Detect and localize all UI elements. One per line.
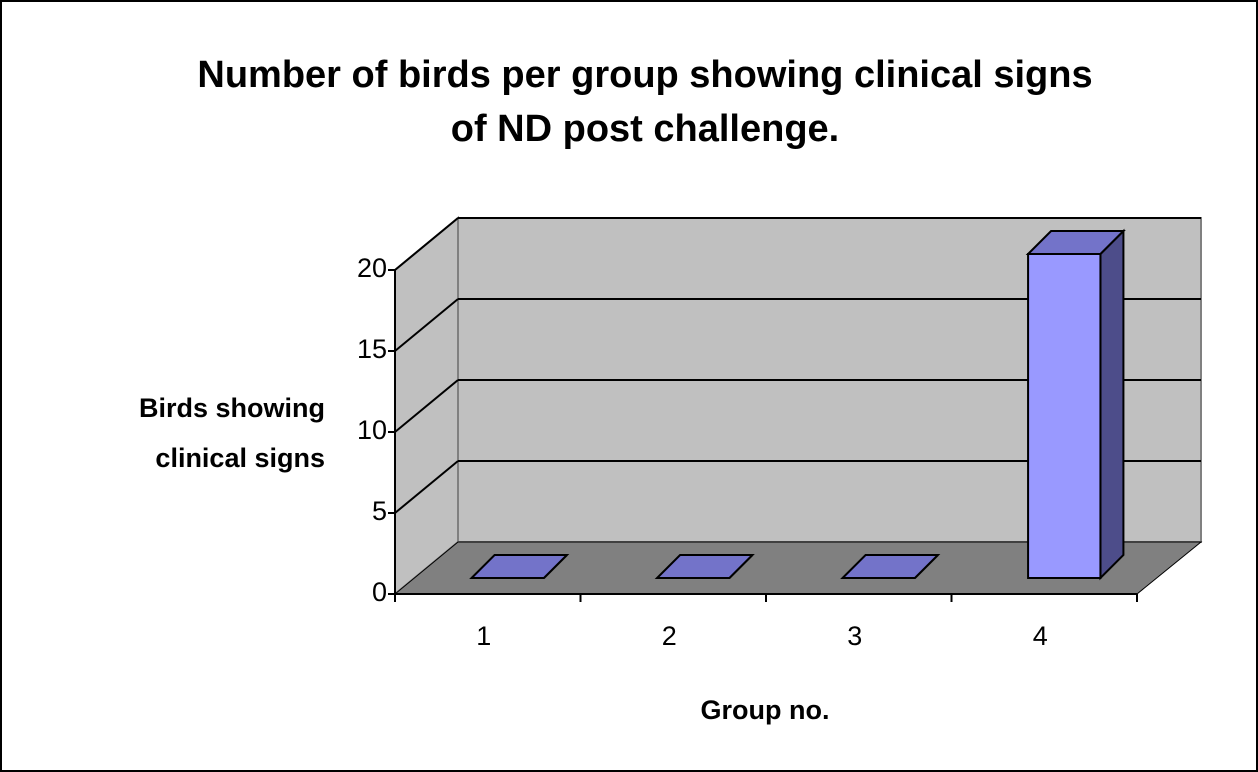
bar: [1025, 228, 1126, 581]
bar: [654, 554, 755, 579]
y-tick-label: 0: [372, 577, 387, 607]
x-axis-label: Group no.: [701, 695, 830, 725]
x-tick-label: 4: [1033, 621, 1048, 651]
grid-line: [394, 298, 459, 352]
y-tick-label: 10: [357, 415, 387, 445]
y-axis-label: clinical signs: [155, 443, 325, 473]
y-axis-label: Birds showing: [139, 393, 325, 423]
bar-front: [1027, 253, 1102, 579]
grid-line: [394, 379, 459, 433]
bar-top: [469, 554, 570, 579]
bar: [840, 554, 941, 579]
chart-title: of ND post challenge.: [451, 108, 839, 150]
bar-side: [1099, 228, 1125, 581]
y-tick-label: 5: [372, 496, 387, 526]
chart-title: Number of birds per group showing clinic…: [197, 54, 1092, 96]
bar-top: [840, 554, 941, 579]
bar-top: [654, 554, 755, 579]
y-tick-label: 15: [357, 334, 387, 364]
grid-line: [394, 460, 459, 514]
y-tick-label: 20: [357, 253, 387, 283]
x-tick-label: 2: [662, 621, 677, 651]
grid-line: [394, 217, 459, 271]
bar: [469, 554, 570, 579]
x-tick-label: 1: [476, 621, 491, 651]
x-tick-label: 3: [847, 621, 862, 651]
bar-top: [1025, 230, 1126, 255]
